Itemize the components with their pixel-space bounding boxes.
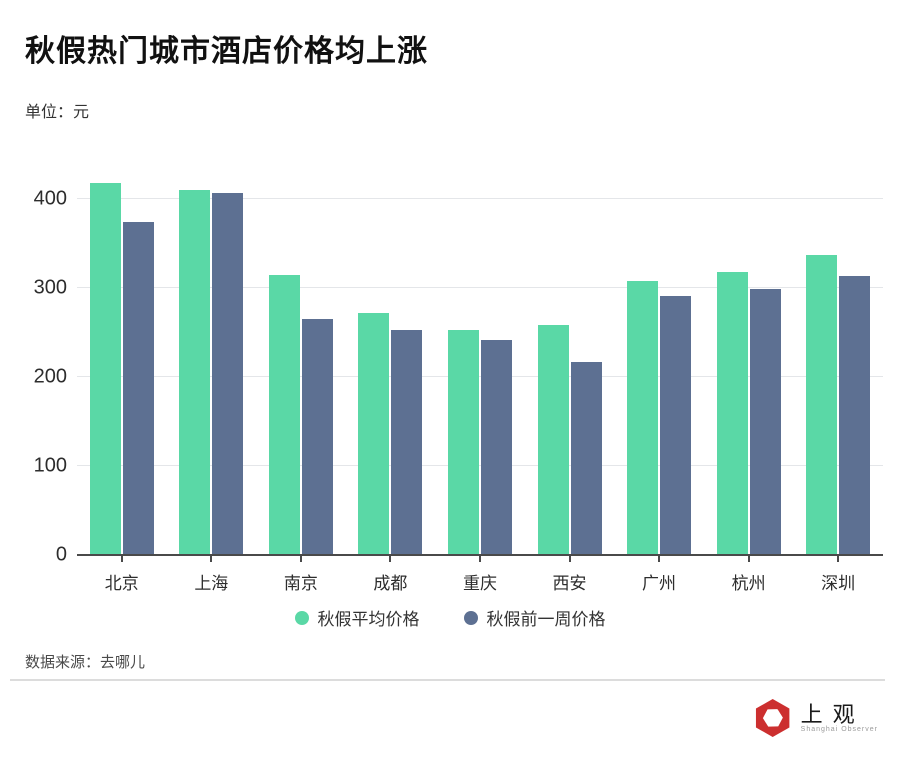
- x-axis-tick: [658, 555, 661, 562]
- bar-group-成都: [355, 313, 425, 555]
- y-axis-label-200: 200: [33, 365, 67, 388]
- x-axis-tick: [837, 555, 840, 562]
- x-axis-label-广州: 广州: [642, 574, 677, 593]
- bar-广州-秋假平均价格: [627, 281, 659, 555]
- bar-group-重庆: [445, 330, 515, 555]
- y-axis-label-300: 300: [33, 276, 67, 299]
- x-axis-label-重庆: 重庆: [462, 574, 497, 593]
- page-title: 秋假热门城市酒店价格均上涨: [25, 35, 428, 68]
- x-axis-label-成都: 成都: [373, 574, 408, 593]
- gridline-300: [77, 287, 883, 288]
- bar-成都-秋假前一周价格: [391, 330, 423, 555]
- x-axis-cell-成都: 成都: [355, 555, 425, 594]
- x-axis-cell-北京: 北京: [87, 555, 157, 594]
- bar-杭州-秋假平均价格: [716, 272, 748, 555]
- x-axis-cell-南京: 南京: [266, 555, 336, 594]
- chart-legend: 秋假平均价格 秋假前一周价格: [0, 605, 900, 630]
- shanghai-observer-logo: 上观 Shanghai Observer: [754, 699, 878, 737]
- legend-label: 秋假前一周价格: [486, 610, 606, 629]
- x-axis-label-杭州: 杭州: [731, 574, 766, 593]
- x-axis-tick: [568, 555, 571, 562]
- bar-上海-秋假前一周价格: [212, 193, 244, 555]
- footer-divider: [10, 679, 885, 681]
- x-axis-label-深圳: 深圳: [821, 574, 856, 593]
- bar-group-广州: [624, 281, 694, 555]
- bar-group-上海: [176, 190, 246, 555]
- data-source-note: 数据来源：去哪儿: [25, 654, 146, 671]
- gridline-400: [77, 198, 883, 199]
- legend-dot-icon: [463, 610, 478, 625]
- x-axis-cell-上海: 上海: [176, 555, 246, 594]
- bar-广州-秋假前一周价格: [660, 296, 692, 555]
- bar-group-深圳: [803, 255, 873, 555]
- x-axis-cell-杭州: 杭州: [714, 555, 784, 594]
- gridline-100: [77, 465, 883, 466]
- x-axis-label-上海: 上海: [194, 574, 229, 593]
- bar-西安-秋假平均价格: [537, 325, 569, 555]
- x-axis-tick: [120, 555, 123, 562]
- bar-南京-秋假平均价格: [268, 275, 300, 555]
- bar-group-南京: [266, 275, 336, 555]
- logo-cn-text: 上观: [800, 701, 865, 727]
- x-axis-label-南京: 南京: [283, 574, 318, 593]
- logo-hexagon-icon: [755, 699, 790, 737]
- bar-上海-秋假平均价格: [179, 190, 211, 555]
- x-axis-cell-广州: 广州: [624, 555, 694, 594]
- x-axis-tick: [389, 555, 392, 562]
- bar-深圳-秋假前一周价格: [839, 276, 871, 555]
- bar-北京-秋假平均价格: [89, 183, 121, 555]
- x-axis-tick: [299, 555, 302, 562]
- x-axis-tick: [747, 555, 750, 562]
- bar-南京-秋假前一周价格: [301, 319, 333, 555]
- bar-杭州-秋假前一周价格: [749, 289, 781, 555]
- y-axis-label-100: 100: [33, 454, 67, 477]
- y-axis-label-0: 0: [55, 543, 67, 566]
- y-axis-label-400: 400: [33, 187, 67, 210]
- logo-hexagon-hole: [759, 705, 786, 732]
- gridline-200: [77, 376, 883, 377]
- bar-重庆-秋假平均价格: [447, 330, 479, 555]
- bar-chart-plot-area: 0 100 200 300 400: [34, 165, 883, 566]
- logo-text-block: 上观 Shanghai Observer: [801, 703, 878, 733]
- x-axis-label-西安: 西安: [552, 574, 587, 593]
- bar-重庆-秋假前一周价格: [480, 340, 512, 555]
- x-axis-labels: 北京 上海 南京 成都 重庆 西安 广州 杭州 深圳: [77, 555, 883, 594]
- x-axis-cell-西安: 西安: [535, 555, 605, 594]
- bars-layer: [77, 165, 883, 555]
- bar-group-西安: [535, 325, 605, 555]
- legend-dot-icon: [294, 610, 309, 625]
- bar-北京-秋假前一周价格: [122, 222, 154, 555]
- logo-en-text: Shanghai Observer: [800, 726, 878, 734]
- x-axis-label-北京: 北京: [104, 574, 139, 593]
- legend-label: 秋假平均价格: [317, 610, 420, 629]
- bar-成都-秋假平均价格: [358, 313, 390, 555]
- bar-group-北京: [87, 183, 157, 555]
- x-axis-cell-重庆: 重庆: [445, 555, 515, 594]
- x-axis-tick: [478, 555, 481, 562]
- bar-深圳-秋假平均价格: [806, 255, 838, 555]
- legend-item-秋假前一周价格: 秋假前一周价格: [463, 605, 606, 630]
- legend-item-秋假平均价格: 秋假平均价格: [294, 605, 420, 630]
- bar-group-杭州: [714, 272, 784, 555]
- x-axis-cell-深圳: 深圳: [803, 555, 873, 594]
- x-axis-tick: [210, 555, 213, 562]
- unit-label: 单位：元: [25, 104, 90, 121]
- bar-西安-秋假前一周价格: [570, 362, 602, 555]
